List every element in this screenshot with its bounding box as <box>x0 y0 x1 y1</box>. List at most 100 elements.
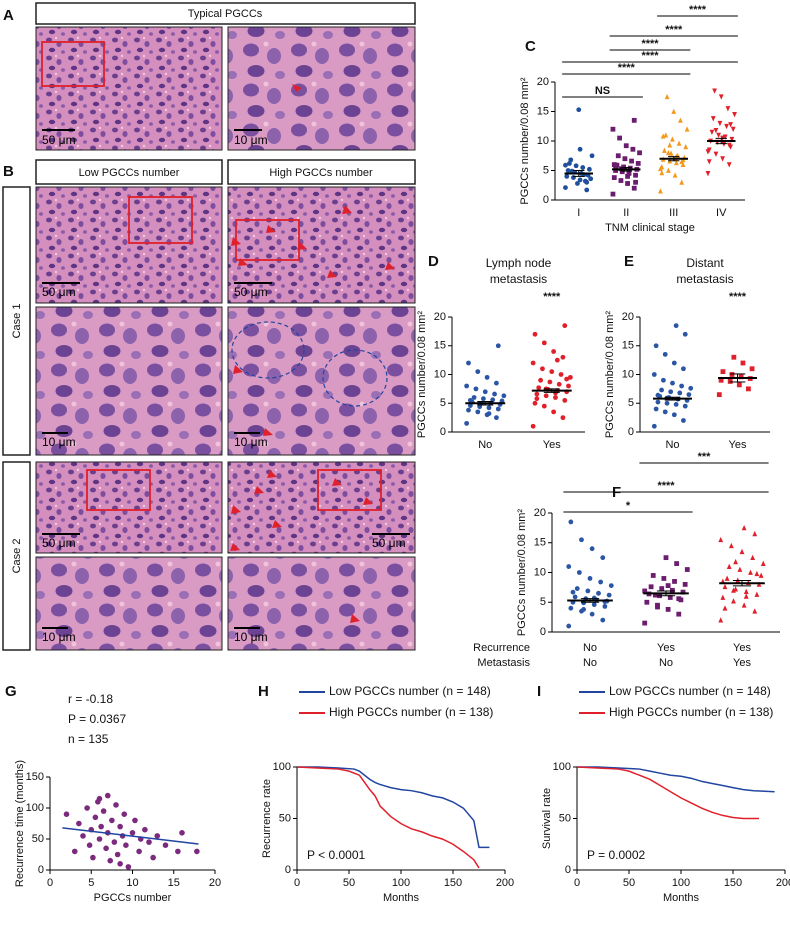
point <box>716 392 722 398</box>
point <box>71 848 78 855</box>
point <box>662 409 668 415</box>
scale-label: 10 μm <box>42 630 76 644</box>
point <box>731 598 736 604</box>
point <box>495 406 501 412</box>
point <box>678 117 683 123</box>
panel-label: H <box>258 683 269 700</box>
x-tick-label: Yes <box>729 439 747 451</box>
point <box>551 349 557 354</box>
point <box>611 175 617 180</box>
significance: **** <box>657 480 675 492</box>
point <box>667 595 673 600</box>
header-box <box>35 159 223 185</box>
survival-curve <box>296 766 480 869</box>
x-tick-label: 15 <box>168 877 180 889</box>
point <box>665 583 671 588</box>
point <box>136 848 142 855</box>
point <box>566 564 572 569</box>
point <box>551 409 557 415</box>
point <box>179 830 185 836</box>
chart-title: metastasis <box>490 272 547 286</box>
point <box>114 851 121 858</box>
y-tick-label: 20 <box>434 311 446 323</box>
point <box>669 587 675 593</box>
point <box>664 93 670 100</box>
point <box>576 570 582 575</box>
point <box>536 385 542 391</box>
point <box>668 389 674 395</box>
y-axis-label: PGCCs number/0.08 mm² <box>416 311 428 438</box>
point <box>530 360 536 366</box>
point <box>610 126 616 132</box>
point <box>672 579 677 584</box>
point <box>674 153 679 159</box>
point <box>569 168 575 174</box>
point <box>175 848 181 855</box>
legend-label: Low PGCCs number (n = 148) <box>609 684 771 698</box>
arrow <box>292 84 302 92</box>
point <box>650 573 656 578</box>
point <box>150 854 156 861</box>
point <box>104 792 111 799</box>
point <box>724 575 730 581</box>
header-box <box>35 2 416 25</box>
panel-label: C <box>525 38 536 55</box>
point <box>720 156 725 162</box>
point <box>752 530 758 537</box>
point <box>741 524 747 531</box>
point <box>709 129 715 136</box>
y-tick-label: 5 <box>540 596 546 608</box>
point <box>541 340 547 346</box>
point <box>96 795 103 802</box>
p-value: P < 0.0001 <box>307 848 365 862</box>
scale-label: 50 μm <box>42 285 76 299</box>
significance: **** <box>689 4 707 16</box>
zoom-box <box>317 469 382 511</box>
point <box>741 602 747 608</box>
y-tick-label: 15 <box>537 105 549 117</box>
micrograph <box>35 461 223 554</box>
y-tick-label: 50 <box>32 833 44 845</box>
y-tick-label: 5 <box>440 397 446 409</box>
panel-label: I <box>537 683 541 700</box>
point <box>626 170 632 176</box>
point <box>625 174 630 179</box>
point <box>573 163 579 169</box>
point <box>486 405 492 411</box>
point <box>589 153 595 159</box>
row-value: No <box>583 657 597 669</box>
point <box>125 864 132 870</box>
chart-title: metastasis <box>676 272 733 286</box>
x-tick-label: 150 <box>444 877 462 889</box>
y-tick-label: 20 <box>534 507 546 519</box>
point <box>684 567 690 572</box>
point <box>464 420 470 426</box>
point <box>740 360 746 366</box>
point <box>655 399 661 405</box>
point <box>652 592 658 598</box>
panel-label: G <box>5 683 17 700</box>
y-axis-label: Recurrence time (months) <box>14 760 26 887</box>
significance: **** <box>543 291 561 303</box>
significance: **** <box>665 24 683 36</box>
point <box>681 418 686 423</box>
point <box>651 423 657 429</box>
arrow <box>238 258 248 266</box>
point <box>580 165 586 170</box>
point <box>484 374 490 380</box>
point <box>718 617 724 623</box>
point <box>589 611 595 617</box>
point <box>642 620 648 626</box>
panel-label: A <box>3 7 14 24</box>
point <box>86 842 93 848</box>
arrow <box>231 237 241 246</box>
point <box>683 144 689 150</box>
point <box>583 178 588 184</box>
point <box>663 132 669 138</box>
point <box>718 536 724 543</box>
point <box>132 817 138 824</box>
point <box>600 617 606 623</box>
point <box>670 380 675 386</box>
arrow <box>231 505 241 514</box>
